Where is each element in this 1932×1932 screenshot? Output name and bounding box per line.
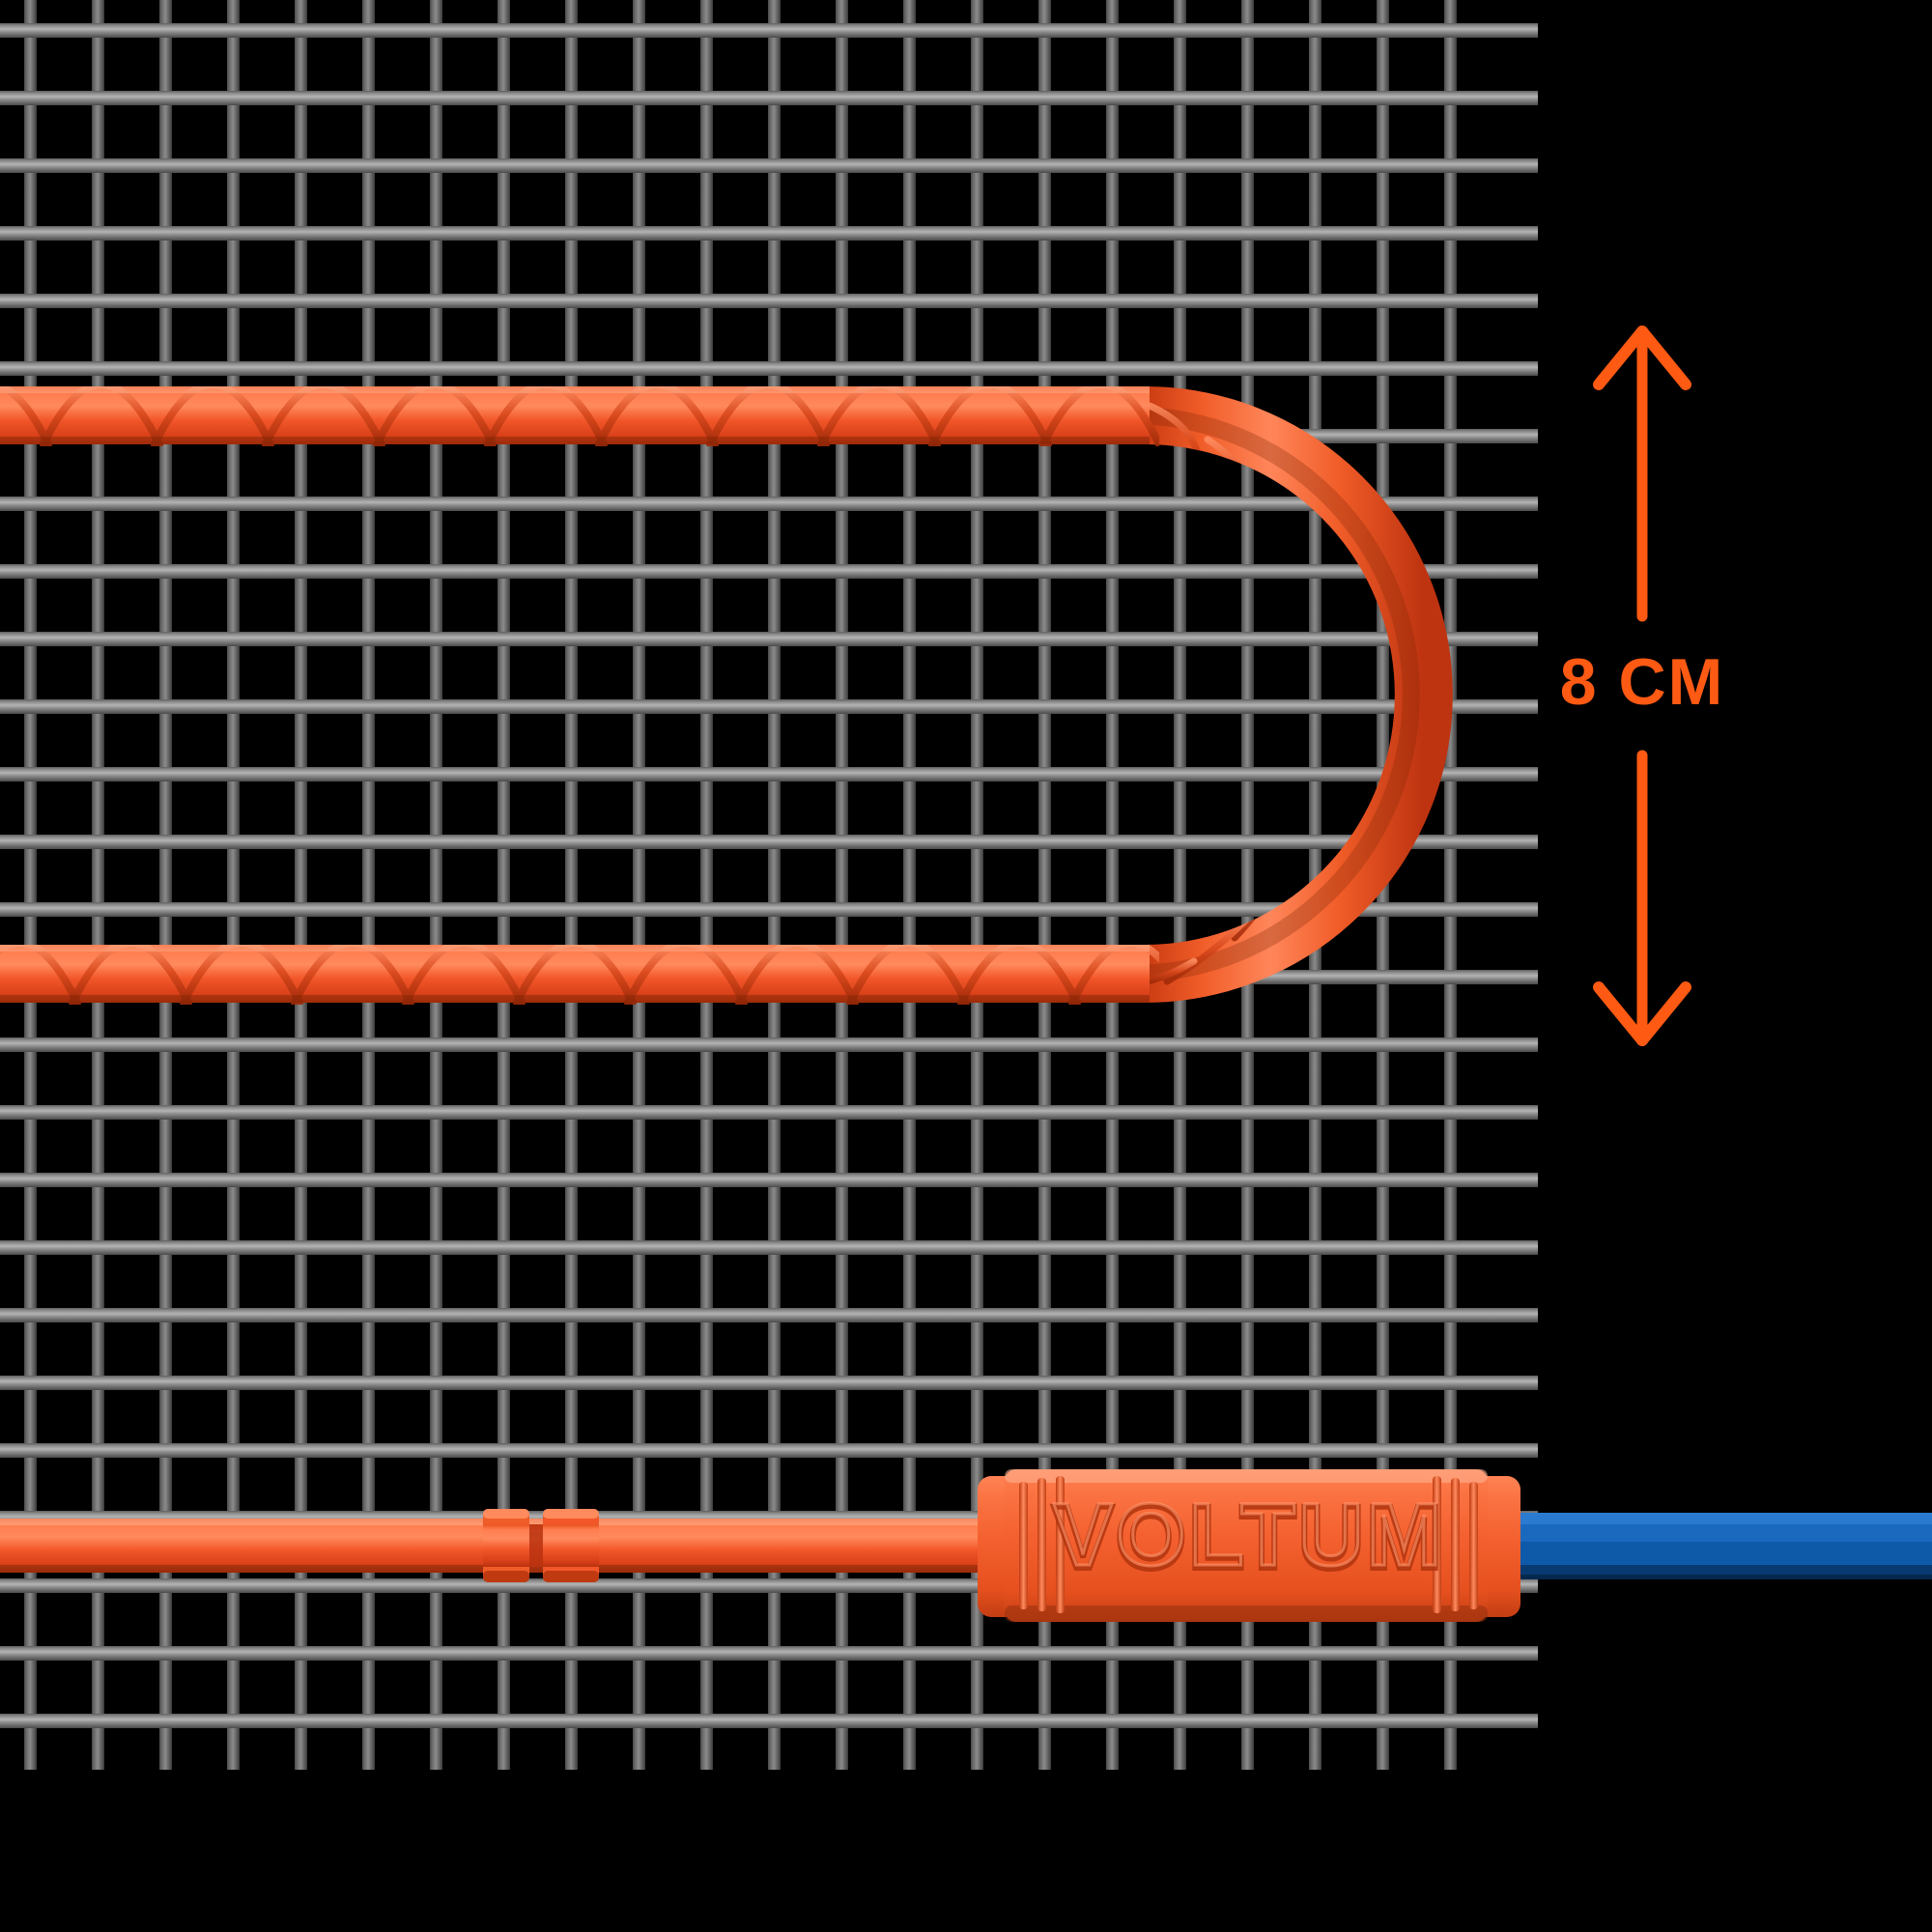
- svg-text:VOLTUM: VOLTUM: [1053, 1486, 1445, 1584]
- blue-power-lead: [1499, 1513, 1932, 1579]
- cable-run-upper: [0, 386, 1159, 446]
- dimension-arrow-down: [1593, 750, 1691, 1046]
- cable-run-lower: [0, 945, 1159, 1005]
- cable-clip: [483, 1509, 599, 1582]
- dimension-label: 8 CM: [1559, 645, 1725, 719]
- connector-ribs-right: [1433, 1476, 1478, 1613]
- connector-brand-emboss: VOLTUM VOLTUM: [1050, 1485, 1445, 1591]
- connector-ribs-left: [1019, 1476, 1065, 1613]
- splice-connector: VOLTUM VOLTUM: [978, 1469, 1520, 1622]
- dimension-arrow-up: [1593, 326, 1691, 622]
- mesh-horizontal-wires: [0, 0, 1538, 1731]
- svg-text:VOLTUM: VOLTUM: [1053, 1489, 1445, 1587]
